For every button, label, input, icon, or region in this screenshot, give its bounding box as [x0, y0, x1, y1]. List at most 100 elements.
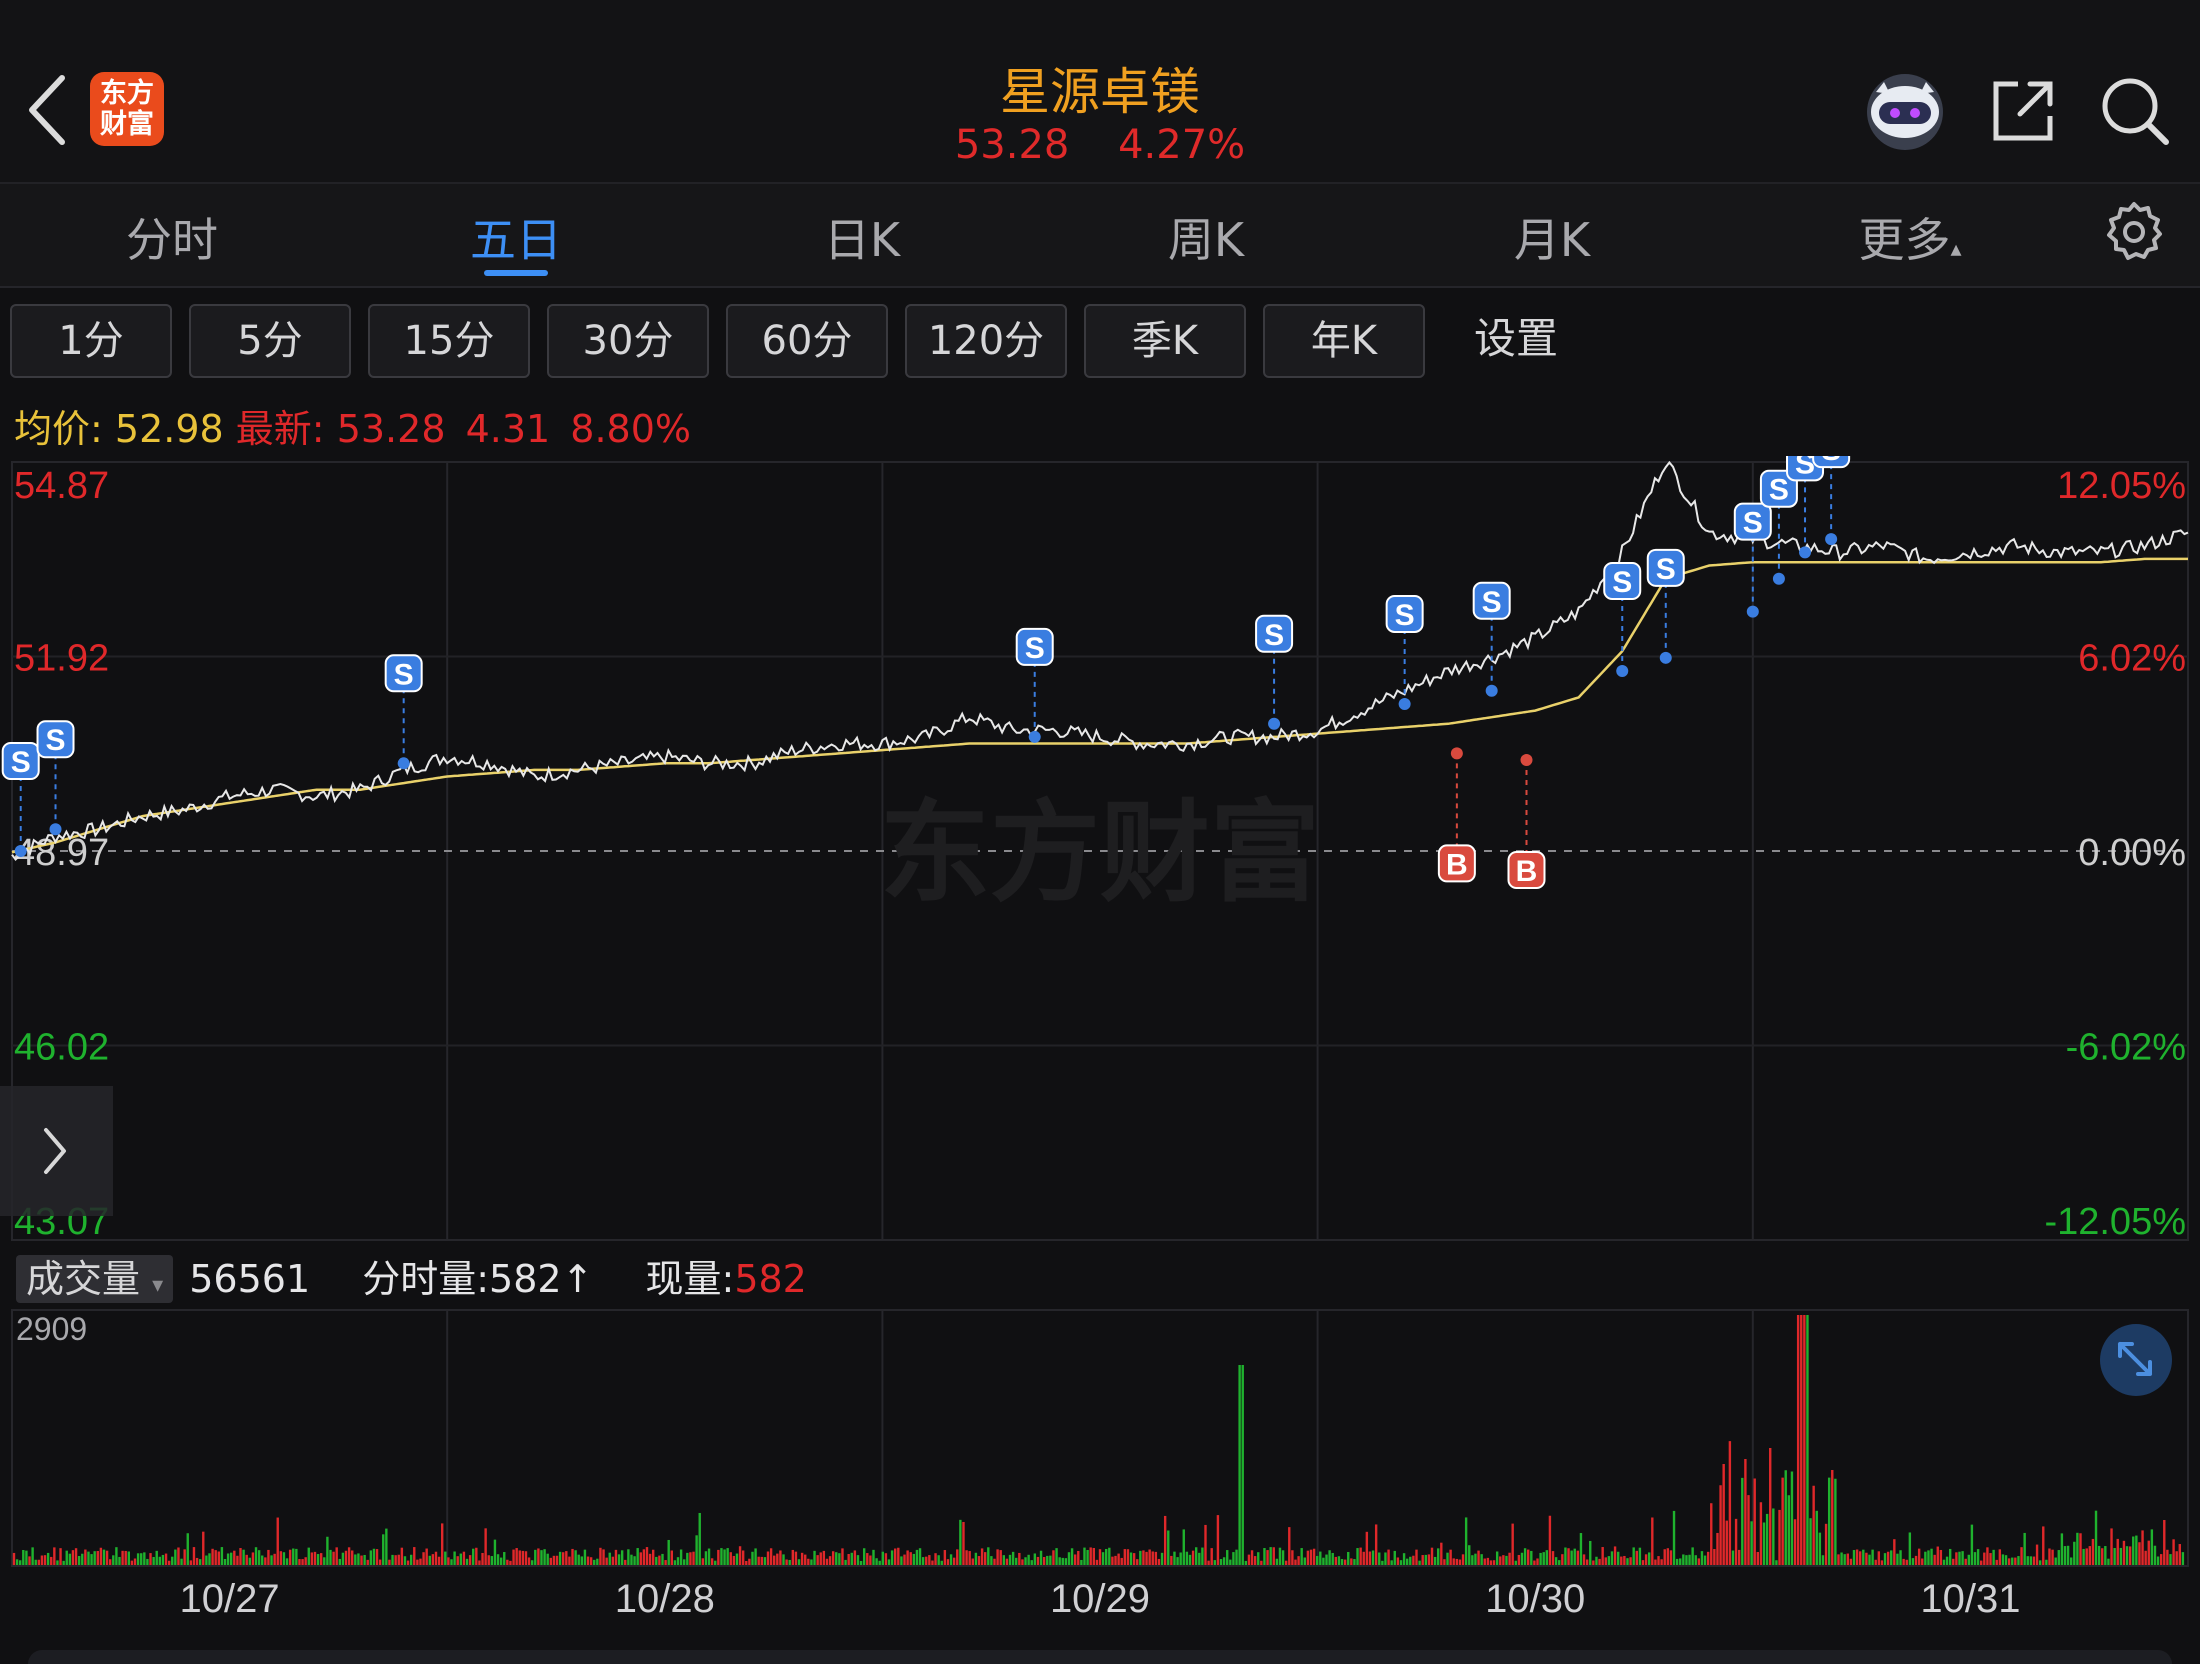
sell-marker [1646, 548, 1685, 587]
watermark-text: 东方财富 [880, 789, 1320, 917]
sell-marker-label: S [1656, 553, 1676, 586]
price-line: 53.28 4.27% [0, 122, 2200, 168]
x-axis-date-label: 10/27 [180, 1577, 280, 1621]
tab-weekly-k[interactable]: 周K [1167, 213, 1245, 267]
back-arrow-icon[interactable] [22, 72, 72, 148]
period-button-30min[interactable]: 30分 [547, 304, 709, 378]
active-tab-indicator [484, 270, 548, 276]
period-settings-button[interactable]: 设置 [1474, 314, 1559, 363]
sell-marker-label: S [1769, 474, 1789, 507]
buy-marker [1507, 851, 1546, 890]
marker-dot [1450, 747, 1463, 760]
latest-change-percent: 8.80% [570, 407, 692, 451]
marker-dot [1520, 754, 1533, 767]
x-axis-date-label: 10/31 [1920, 1577, 2020, 1621]
marker-dot [1398, 697, 1411, 710]
avg-price-label: 均价: [14, 407, 103, 451]
search-icon[interactable] [2100, 76, 2170, 146]
five-day-chart[interactable]: 54.87 12.05%51.92 6.02%48.97 0.00%46.02 -6.0… [0, 456, 2200, 1636]
latest-price-label: 最新: [235, 407, 325, 451]
marker-dot [1772, 572, 1785, 585]
price-line [11, 460, 2189, 861]
x-axis-date-label: 10/28 [615, 1577, 715, 1621]
app-logo: 东方 财富 [90, 72, 164, 146]
bar-volume: 分时量:582 [362, 1257, 562, 1301]
sell-marker-label: S [1612, 566, 1632, 599]
buy-marker-label: B [1516, 855, 1538, 888]
latest-price-value: 53.28 [336, 407, 446, 451]
y-axis-percent-label: -12.05% [2044, 1201, 2186, 1243]
tab-five-day[interactable]: 五日 [470, 213, 562, 267]
gear-icon[interactable] [2104, 200, 2164, 262]
tab-more-arrow: ▴ [1950, 237, 1962, 262]
y-axis-price-label: 46.02 [14, 1027, 109, 1069]
sell-marker-label: S [1395, 599, 1415, 632]
tab-more[interactable]: 更多▴ [1800, 204, 2020, 267]
sell-marker [1603, 562, 1642, 601]
volume-info-bar: 成交量 ▾ 56561 分时量:582↑ 现量:582 [16, 1248, 807, 1303]
sell-marker [1472, 581, 1511, 620]
marker-dot [397, 757, 410, 770]
average-price-line [11, 557, 2189, 854]
avg-price-value: 52.98 [114, 407, 224, 451]
marker-dot [49, 823, 62, 836]
change-percent: 4.27% [1118, 122, 1246, 168]
period-tabs: 分时 五日 日K 周K 月K 更多▴ [0, 184, 2200, 288]
bar-volume-arrow: ↑ [561, 1257, 594, 1301]
chevron-right-icon [44, 1128, 66, 1174]
sell-marker [1255, 614, 1294, 653]
sell-marker [1759, 469, 1798, 508]
y-axis-percent-label: -6.02% [2066, 1027, 2186, 1069]
share-icon[interactable] [1990, 78, 2056, 144]
sell-marker [384, 654, 423, 693]
volume-selector[interactable]: 成交量 ▾ [16, 1255, 174, 1303]
y-axis-percent-label: 6.02% [2078, 638, 2186, 680]
dropdown-arrow-icon: ▾ [152, 1273, 164, 1298]
period-button-quarter-k[interactable]: 季K [1084, 304, 1246, 378]
tab-more-label: 更多 [1858, 213, 1951, 267]
sell-marker-label: S [1821, 456, 1841, 467]
volume-max-label: 2909 [16, 1311, 87, 1347]
sell-marker-label: S [394, 658, 414, 691]
x-axis-date-label: 10/29 [1050, 1577, 1150, 1621]
tab-monthly-k[interactable]: 月K [1513, 213, 1591, 267]
sell-marker [1385, 594, 1424, 633]
current-volume-label: 现量: [645, 1257, 735, 1301]
buy-marker [1437, 844, 1476, 883]
top-header: 东方 财富 星源卓镁 53.28 4.27% [0, 0, 2200, 184]
period-button-5min[interactable]: 5分 [189, 304, 351, 378]
bottom-sheet-edge [28, 1650, 2172, 1664]
sell-marker-label: S [1743, 507, 1763, 540]
period-button-60min[interactable]: 60分 [726, 304, 888, 378]
x-axis-date-label: 10/30 [1485, 1577, 1585, 1621]
sell-marker [36, 720, 75, 759]
sell-marker-label: S [1795, 456, 1815, 480]
sell-marker [1812, 456, 1851, 469]
tab-intraday[interactable]: 分时 [126, 213, 218, 267]
expand-icon[interactable] [2100, 1324, 2172, 1396]
tab-daily-k[interactable]: 日K [823, 213, 901, 267]
y-axis-price-label: 51.92 [14, 638, 109, 680]
period-button-15min[interactable]: 15分 [368, 304, 530, 378]
sell-marker [1015, 627, 1054, 666]
stock-title: 星源卓镁 [1000, 63, 1200, 121]
latest-change-value: 4.31 [465, 407, 551, 451]
period-button-120min[interactable]: 120分 [905, 304, 1067, 378]
robot-avatar-icon[interactable] [1862, 68, 1948, 152]
marker-dot [1485, 684, 1498, 697]
volume-label: 成交量 [26, 1257, 141, 1301]
y-axis-percent-label: 12.05% [2057, 465, 2186, 507]
side-panel-toggle[interactable] [0, 1086, 113, 1216]
sell-marker [1, 742, 40, 780]
period-button-1min[interactable]: 1分 [10, 304, 172, 378]
volume-total: 56561 [189, 1257, 311, 1301]
marker-dot [1659, 651, 1672, 664]
period-button-year-k[interactable]: 年K [1263, 304, 1425, 378]
buy-marker-label: B [1446, 848, 1468, 881]
sell-marker-label: S [11, 746, 31, 779]
volume-chart-frame [11, 1309, 2189, 1567]
sell-marker-label: S [1025, 632, 1045, 665]
current-price: 53.28 [954, 122, 1070, 168]
marker-dot [1799, 546, 1812, 559]
y-axis-percent-label: 0.00% [2078, 832, 2186, 874]
